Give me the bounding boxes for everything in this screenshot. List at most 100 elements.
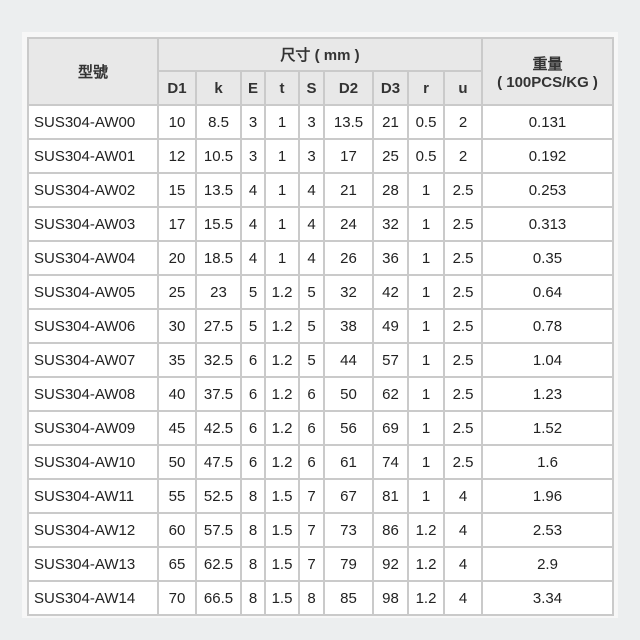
- dimension-cell: 15: [157, 172, 197, 208]
- model-cell: SUS304-AW14: [27, 580, 159, 616]
- dimension-cell: 2.5: [443, 342, 483, 378]
- dimension-cell: 70: [157, 580, 197, 616]
- weight-cell: 2.9: [481, 546, 614, 582]
- dimension-cell: 1.5: [264, 546, 300, 582]
- dimension-cell: 4: [443, 512, 483, 548]
- table-row: SUS304-AW03 17 15.5 4 1 4 24 32 1 2.5 0.313: [27, 206, 614, 242]
- header-dimensions: 尺寸 ( mm ): [157, 37, 483, 72]
- dimension-cell: 56: [323, 410, 374, 446]
- dimension-cell: 35: [157, 342, 197, 378]
- dimension-cell: 1.2: [264, 376, 300, 412]
- dimension-cell: 20: [157, 240, 197, 276]
- dimension-cell: 2.5: [443, 444, 483, 480]
- table-row: SUS304-AW04 20 18.5 4 1 4 26 36 1 2.5 0.35: [27, 240, 614, 276]
- model-cell: SUS304-AW06: [27, 308, 159, 344]
- dimension-cell: 2: [443, 104, 483, 140]
- model-cell: SUS304-AW05: [27, 274, 159, 310]
- dimension-cell: 5: [240, 308, 266, 344]
- dimension-cell: 4: [240, 206, 266, 242]
- dimension-cell: 5: [298, 308, 325, 344]
- dimension-cell: 2.5: [443, 240, 483, 276]
- dimension-cell: 57.5: [195, 512, 242, 548]
- dimension-cell: 62: [372, 376, 409, 412]
- dimension-cell: 1.2: [264, 274, 300, 310]
- dimension-cell: 1: [264, 138, 300, 174]
- dimension-cell: 74: [372, 444, 409, 480]
- model-cell: SUS304-AW04: [27, 240, 159, 276]
- dimension-cell: 1.5: [264, 478, 300, 514]
- dimension-cell: 1.2: [264, 444, 300, 480]
- header-col-k: k: [195, 70, 242, 106]
- weight-cell: 0.131: [481, 104, 614, 140]
- dimension-cell: 1.2: [264, 410, 300, 446]
- table-row: SUS304-AW12 60 57.5 8 1.5 7 73 86 1.2 4 2.53: [27, 512, 614, 548]
- table-row: SUS304-AW02 15 13.5 4 1 4 21 28 1 2.5 0.253: [27, 172, 614, 208]
- table-row: SUS304-AW00 10 8.5 3 1 3 13.5 21 0.5 2 0.131: [27, 104, 614, 140]
- dimension-cell: 8: [240, 580, 266, 616]
- dimension-cell: 4: [240, 172, 266, 208]
- dimension-cell: 1: [264, 104, 300, 140]
- dimension-cell: 3: [298, 104, 325, 140]
- dimension-cell: 8.5: [195, 104, 242, 140]
- dimension-cell: 3: [240, 138, 266, 174]
- header-weight: 重量( 100PCS/KG ): [481, 37, 614, 106]
- dimension-cell: 7: [298, 512, 325, 548]
- table-row: SUS304-AW05 25 23 5 1.2 5 32 42 1 2.5 0.64: [27, 274, 614, 310]
- dimension-cell: 67: [323, 478, 374, 514]
- header-weight-unit: ( 100PCS/KG ): [497, 73, 598, 91]
- dimension-cell: 24: [323, 206, 374, 242]
- dimension-cell: 2.5: [443, 172, 483, 208]
- dimension-cell: 37.5: [195, 376, 242, 412]
- weight-cell: 0.78: [481, 308, 614, 344]
- dimension-cell: 30: [157, 308, 197, 344]
- dimension-cell: 1: [407, 274, 445, 310]
- dimension-cell: 47.5: [195, 444, 242, 480]
- dimension-cell: 42.5: [195, 410, 242, 446]
- dimension-cell: 2.5: [443, 274, 483, 310]
- dimension-cell: 0.5: [407, 138, 445, 174]
- dimension-cell: 1.2: [264, 342, 300, 378]
- dimension-cell: 25: [157, 274, 197, 310]
- dimension-cell: 1: [264, 240, 300, 276]
- dimension-cell: 23: [195, 274, 242, 310]
- dimension-cell: 85: [323, 580, 374, 616]
- table-row: SUS304-AW06 30 27.5 5 1.2 5 38 49 1 2.5 0.78: [27, 308, 614, 344]
- header-col-d1: D1: [157, 70, 197, 106]
- header-col-d3: D3: [372, 70, 409, 106]
- dimension-cell: 36: [372, 240, 409, 276]
- dimension-cell: 13.5: [323, 104, 374, 140]
- dimension-cell: 17: [323, 138, 374, 174]
- dimension-cell: 65: [157, 546, 197, 582]
- table-row: SUS304-AW10 50 47.5 6 1.2 6 61 74 1 2.5 1.6: [27, 444, 614, 480]
- weight-cell: 1.96: [481, 478, 614, 514]
- dimension-cell: 27.5: [195, 308, 242, 344]
- dimension-cell: 4: [443, 478, 483, 514]
- dimension-cell: 13.5: [195, 172, 242, 208]
- dimension-cell: 4: [443, 580, 483, 616]
- dimension-cell: 6: [240, 342, 266, 378]
- dimension-cell: 8: [298, 580, 325, 616]
- dimension-cell: 73: [323, 512, 374, 548]
- dimension-cell: 3: [298, 138, 325, 174]
- table-row: SUS304-AW07 35 32.5 6 1.2 5 44 57 1 2.5 1.04: [27, 342, 614, 378]
- dimension-cell: 15.5: [195, 206, 242, 242]
- dimension-cell: 1.2: [264, 308, 300, 344]
- dimension-cell: 86: [372, 512, 409, 548]
- dimension-cell: 1: [407, 376, 445, 412]
- header-col-d2: D2: [323, 70, 374, 106]
- dimension-cell: 81: [372, 478, 409, 514]
- weight-cell: 1.23: [481, 376, 614, 412]
- dimension-cell: 18.5: [195, 240, 242, 276]
- dimension-cell: 26: [323, 240, 374, 276]
- dimension-cell: 7: [298, 546, 325, 582]
- header-col-t: t: [264, 70, 300, 106]
- dimension-cell: 50: [157, 444, 197, 480]
- dimension-cell: 69: [372, 410, 409, 446]
- dimension-cell: 1.2: [407, 580, 445, 616]
- dimension-cell: 2.5: [443, 308, 483, 344]
- dimension-cell: 4: [240, 240, 266, 276]
- model-cell: SUS304-AW00: [27, 104, 159, 140]
- dimension-cell: 44: [323, 342, 374, 378]
- header-col-e: E: [240, 70, 266, 106]
